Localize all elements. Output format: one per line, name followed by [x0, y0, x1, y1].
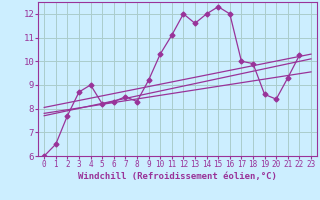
- X-axis label: Windchill (Refroidissement éolien,°C): Windchill (Refroidissement éolien,°C): [78, 172, 277, 181]
